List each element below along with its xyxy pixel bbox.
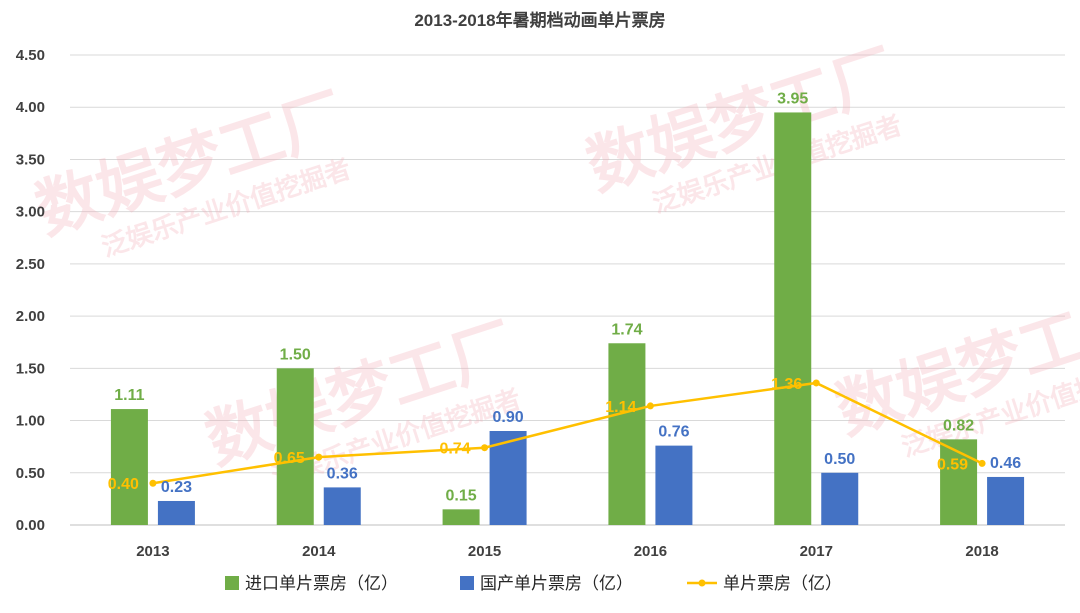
x-tick-label: 2018 (965, 543, 998, 560)
y-tick-label: 2.00 (16, 308, 45, 325)
legend-swatch (225, 576, 239, 590)
line-point (978, 459, 986, 467)
y-tick-label: 1.00 (16, 413, 45, 430)
data-label: 0.40 (108, 476, 139, 493)
bar (489, 431, 527, 525)
bars (110, 112, 1025, 525)
y-axis: 0.00 0.50 1.00 1.50 2.00 2.50 3.00 3.50 4.00 4.50 (16, 47, 45, 534)
data-label: 0.74 (439, 441, 470, 458)
gridlines (70, 54, 1065, 526)
bar (655, 445, 693, 525)
chart-title: 2013-2018年暑期档动画单片票房 (414, 10, 665, 30)
data-label: 0.23 (161, 479, 192, 496)
data-label: 0.15 (446, 487, 477, 504)
bar (276, 368, 314, 525)
data-label: 0.46 (990, 455, 1021, 472)
bar (608, 343, 646, 525)
line-point (481, 444, 489, 452)
y-tick-label: 3.00 (16, 204, 45, 221)
y-tick-label: 1.50 (16, 360, 45, 377)
data-label: 0.76 (658, 424, 689, 441)
y-tick-label: 2.50 (16, 256, 45, 273)
x-tick-label: 2017 (800, 543, 833, 560)
bar (442, 509, 480, 525)
y-tick-label: 4.50 (16, 47, 45, 64)
bar (821, 472, 859, 525)
data-label: 3.95 (777, 90, 808, 107)
data-label: 1.36 (771, 376, 802, 393)
data-label: 1.11 (114, 387, 144, 404)
legend-label: 国产单片票房（亿） (480, 574, 633, 593)
data-labels: 1.11 1.50 0.15 1.74 3.95 0.82 0.23 0.36 0.90 0.76… (108, 90, 1021, 504)
x-axis: 2013 2014 2015 2016 2017 2018 (136, 543, 999, 560)
data-label: 1.74 (611, 321, 642, 338)
bar (940, 439, 978, 525)
series-line (152, 381, 983, 485)
x-tick-label: 2015 (468, 543, 501, 560)
legend-item: 国产单片票房（亿） (460, 574, 633, 593)
line-point (149, 479, 157, 487)
data-label: 0.36 (327, 465, 358, 482)
legend-item: 进口单片票房（亿） (225, 574, 398, 593)
data-label: 0.65 (274, 450, 305, 467)
x-tick-label: 2014 (302, 543, 336, 560)
data-label: 0.82 (943, 417, 974, 434)
line-point (812, 379, 820, 387)
bar (110, 409, 148, 525)
line-series (149, 379, 986, 487)
data-label: 0.90 (493, 409, 524, 426)
legend: 进口单片票房（亿） 国产单片票房（亿） 单片票房（亿） (225, 574, 842, 593)
data-label: 1.14 (605, 399, 636, 416)
bar (157, 500, 195, 525)
data-label: 0.50 (824, 451, 855, 468)
data-label: 1.50 (280, 346, 311, 363)
legend-label: 单片票房（亿） (723, 574, 842, 593)
legend-swatch (460, 576, 474, 590)
legend-label: 进口单片票房（亿） (245, 574, 398, 593)
legend-item: 单片票房（亿） (687, 574, 842, 593)
x-tick-label: 2013 (136, 543, 169, 560)
line-point (315, 453, 323, 461)
y-tick-label: 4.00 (16, 99, 45, 116)
line-point (646, 402, 654, 410)
data-label: 0.59 (937, 456, 968, 473)
y-tick-label: 3.50 (16, 151, 45, 168)
y-tick-label: 0.00 (16, 517, 45, 534)
bar (774, 112, 812, 525)
x-tick-label: 2016 (634, 543, 667, 560)
bar (987, 476, 1025, 525)
bar (323, 487, 361, 525)
legend-marker (698, 579, 706, 587)
y-tick-label: 0.50 (16, 465, 45, 482)
